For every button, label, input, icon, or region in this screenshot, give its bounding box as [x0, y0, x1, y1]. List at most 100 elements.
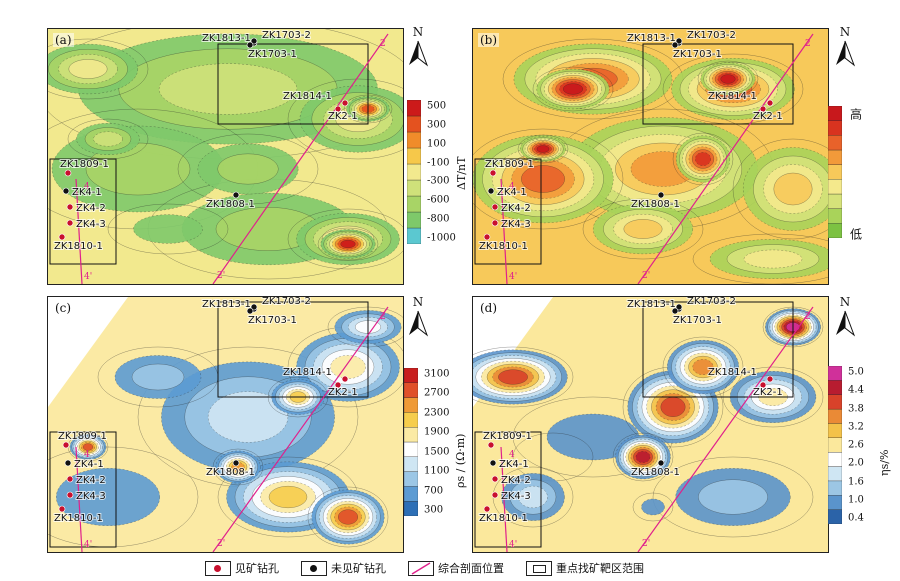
drill-hole-label: ZK1814-1	[708, 367, 757, 378]
drill-hole-label: ZK1703-2	[687, 297, 736, 307]
drill-hole-marker	[341, 375, 349, 383]
colorbar-tick: -100	[427, 157, 450, 169]
drill-hole-label: ZK2-1	[753, 111, 783, 122]
drill-hole-marker	[246, 307, 254, 315]
drill-hole-label: ZK1810-1	[54, 241, 103, 252]
profile-label: 2'	[642, 271, 650, 281]
drill-hole-marker	[64, 169, 72, 177]
drill-hole-marker	[491, 491, 499, 499]
resistivity-map: 2 2' 4 4' ZK1813-1 ZK1703-2 ZK1703-1 ZK1814-1 ZK…	[48, 297, 403, 552]
panel-c: 2 2' 4 4' ZK1813-1 ZK1703-2 ZK1703-1 ZK1814-1 ZK…	[47, 296, 404, 553]
drill-hole-marker	[334, 381, 342, 389]
drill-hole-marker	[62, 441, 70, 449]
drill-hole-label: ZK1810-1	[479, 241, 528, 252]
drill-hole-label: ZK1703-1	[248, 49, 297, 60]
drill-hole-marker	[489, 169, 497, 177]
drill-hole-label: ZK2-1	[328, 387, 358, 398]
drill-hole-label: ZK1814-1	[283, 91, 332, 102]
highlow-map: 2 2' 4 4' ZK1813-1 ZK1703-2 ZK1703-1 ZK1814-1 ZK…	[473, 29, 828, 284]
magnetic-anomaly-map: 2 2' 4 4' ZK1813-1 ZK1703-2 ZK1703-1 ZK1814-1 ZK…	[48, 29, 403, 284]
drill-hole-label: ZK1703-2	[262, 30, 311, 41]
colorbar-tick: 2.0	[848, 457, 864, 469]
profile-label: 2'	[642, 539, 650, 549]
colorbar-tick: 4.4	[848, 384, 864, 396]
drill-hole-marker	[341, 99, 349, 107]
drill-hole-label: ZK1703-2	[687, 30, 736, 41]
drill-hole-label: ZK1809-1	[485, 159, 534, 170]
profile-label: 2	[805, 312, 811, 322]
drill-hole-marker	[675, 37, 683, 45]
drill-hole-marker	[246, 41, 254, 49]
panel-a: 2 2' 4 4' ZK1813-1 ZK1703-2 ZK1703-1 ZK1814-1 ZK…	[47, 28, 404, 285]
colorbar-tick: 0.4	[848, 512, 864, 524]
colorbar-scale	[403, 367, 419, 517]
colorbar-title: ηs/%	[878, 449, 891, 476]
colorbar-tick: -800	[427, 213, 450, 225]
colorbar-tick: 100	[427, 138, 447, 150]
colorbar-tick: 2700	[424, 387, 450, 399]
drill-hole-label: ZK1813-1	[202, 33, 251, 44]
profile-line-icon	[411, 561, 431, 575]
drill-hole-marker	[675, 303, 683, 311]
drill-hole-marker	[759, 105, 767, 113]
colorbar-tick: -1000	[427, 232, 456, 244]
drill-hole-marker	[671, 41, 679, 49]
drill-hole-label: ZK4-2	[501, 475, 531, 486]
profile-label: 4'	[509, 272, 517, 282]
drill-hole-label: ZK2-1	[753, 387, 783, 398]
drill-hole-marker	[483, 505, 491, 513]
north-arrow: N	[832, 26, 858, 70]
colorbar-resistivity: ρs / (Ω·m) 3100 2700 2300 1900 1500 1100 700 30…	[403, 367, 470, 518]
profile-label: 4'	[84, 540, 92, 550]
drill-hole-label: ZK4-3	[501, 491, 531, 502]
profile-label: 4	[84, 182, 90, 192]
drill-hole-marker	[766, 375, 774, 383]
drill-hole-marker	[250, 37, 258, 45]
legend-profile: 综合剖面位置	[408, 560, 504, 576]
profile-label: 2	[805, 39, 811, 49]
profile-label: 2'	[217, 539, 225, 549]
colorbar-tick: 1900	[424, 426, 450, 438]
drill-hole-marker	[487, 187, 495, 195]
barren-dot-icon	[310, 564, 317, 572]
colorbar-tick: 5.0	[848, 366, 864, 378]
north-arrow: N	[405, 26, 431, 70]
drill-hole-marker	[62, 187, 70, 195]
legend-ore-hole: 见矿钻孔	[205, 560, 279, 576]
drill-hole-marker	[759, 381, 767, 389]
profile-label: 2'	[217, 271, 225, 281]
north-arrow-icon	[409, 40, 429, 67]
drill-hole-label: ZK4-3	[76, 491, 106, 502]
drill-hole-marker	[66, 219, 74, 227]
north-arrow: N	[405, 296, 431, 340]
drill-hole-marker	[487, 441, 495, 449]
drill-hole-marker	[64, 459, 72, 467]
colorbar-tick: -300	[427, 175, 450, 187]
colorbar-polarization: ηs/% 5.0 4.4 3.8 3.2 2.6 2.0 1.6 1.0 0.4	[827, 365, 894, 526]
panel-label: (c)	[53, 301, 74, 315]
drill-hole-label: ZK1808-1	[206, 467, 255, 478]
drill-hole-label: ZK4-1	[72, 187, 102, 198]
colorbar-tick: 3.2	[848, 421, 864, 433]
profile-label: 2	[380, 312, 386, 322]
colorbar-tick: 500	[427, 100, 447, 112]
drill-hole-marker	[671, 307, 679, 315]
drill-hole-label: ZK1808-1	[631, 467, 680, 478]
colorbar-tick: 1.0	[848, 494, 864, 506]
drill-hole-marker	[334, 105, 342, 113]
colorbar-magnetic: ΔT/nT 500 300 100 -100 -300 -600 -800 -1000	[406, 99, 468, 250]
drill-hole-label: ZK1703-1	[673, 315, 722, 326]
drill-hole-label: ZK1703-1	[248, 315, 297, 326]
panel-d: 2 2' 4 4' ZK1813-1 ZK1703-2 ZK1703-1 ZK1814-1 ZK…	[472, 296, 829, 553]
drill-hole-marker	[232, 191, 240, 199]
north-arrow-icon	[836, 40, 856, 67]
colorbar-tick: 2.6	[848, 439, 864, 451]
drill-hole-marker	[66, 203, 74, 211]
drill-hole-label: ZK4-2	[501, 203, 531, 214]
ore-dot-icon	[214, 564, 221, 572]
drill-hole-marker	[491, 203, 499, 211]
colorbar-tick: 1100	[424, 465, 450, 477]
drill-hole-label: ZK1813-1	[627, 33, 676, 44]
target-box-icon	[533, 564, 546, 573]
colorbar-highlow: 高 低	[827, 105, 878, 246]
